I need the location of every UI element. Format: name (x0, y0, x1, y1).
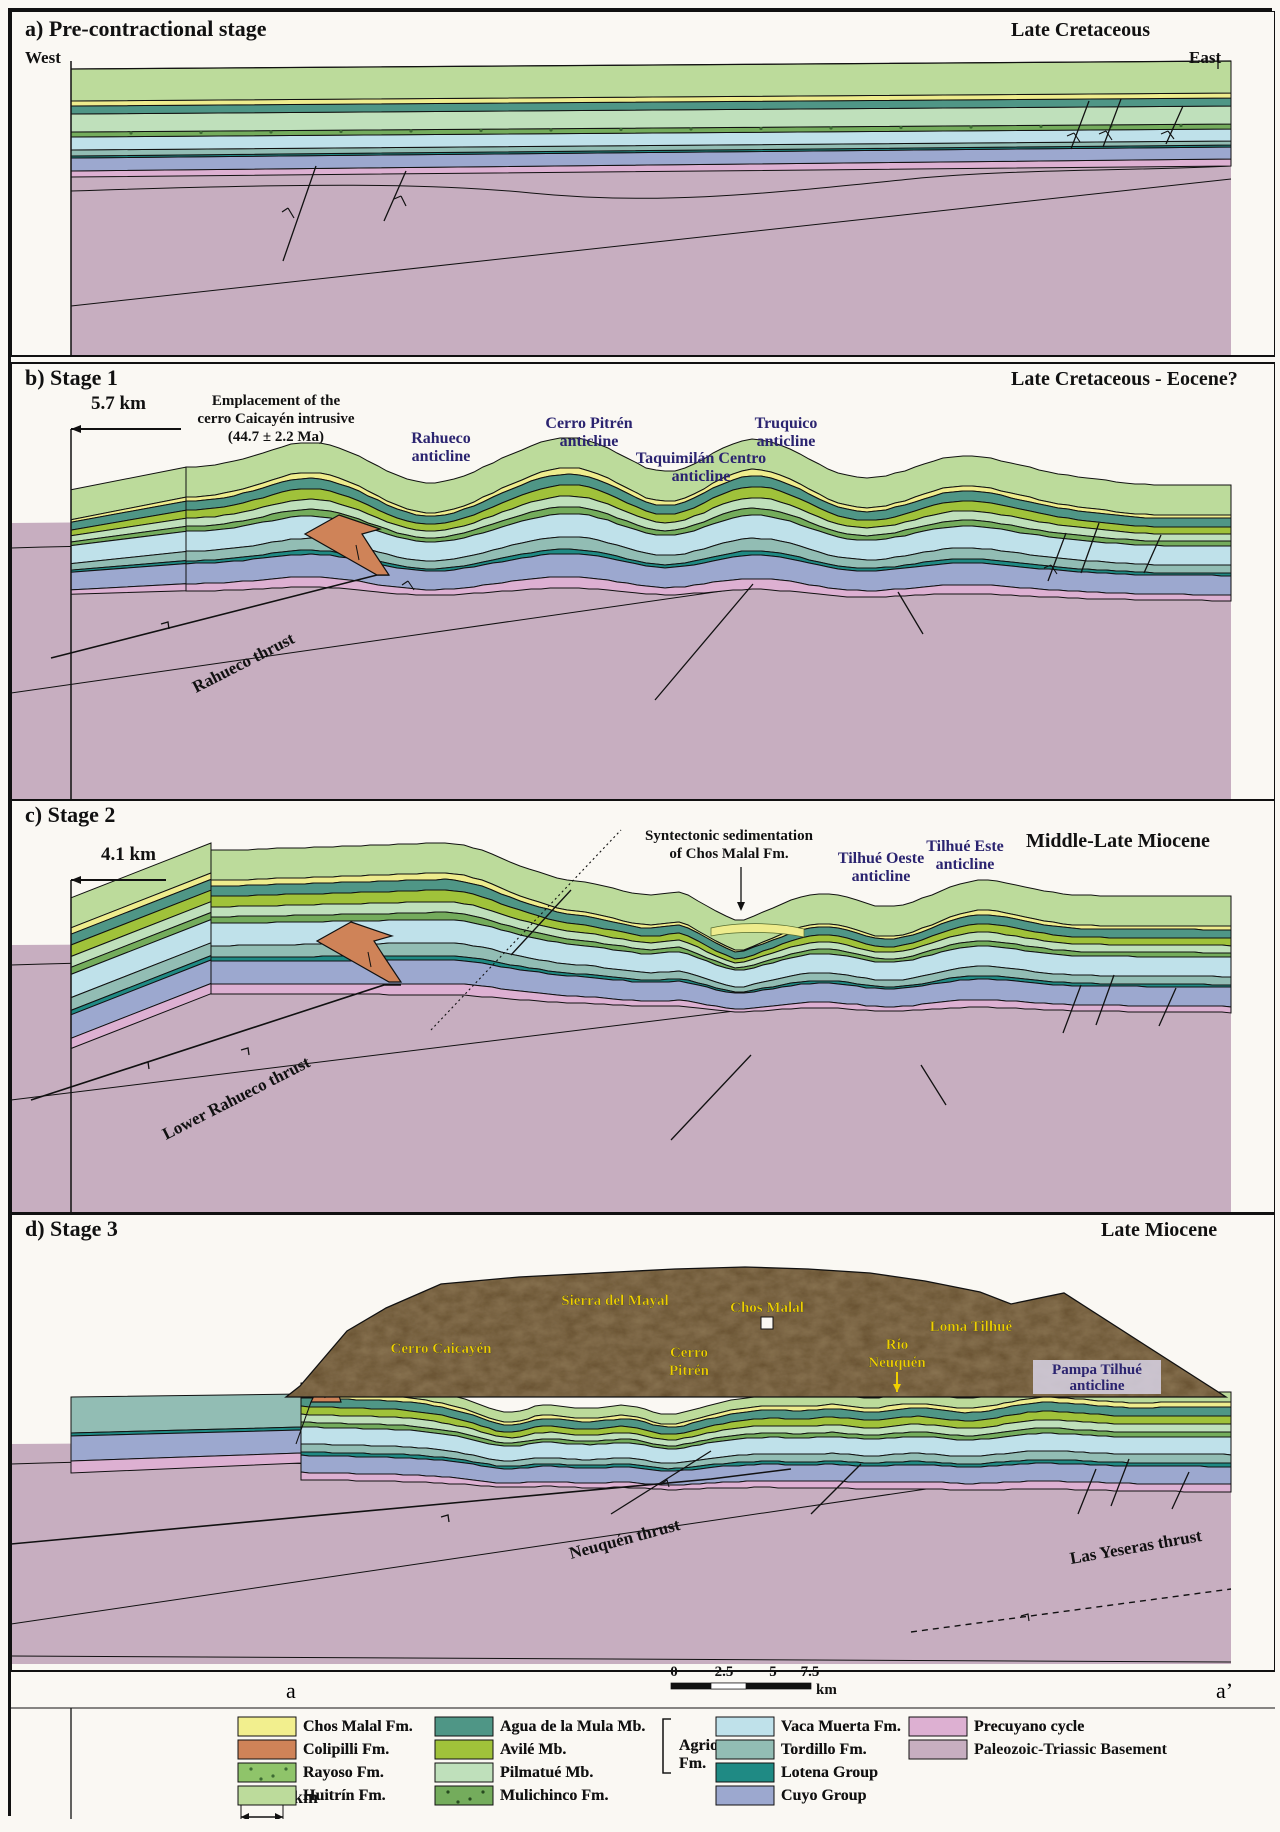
svg-text:Cerro: Cerro (670, 1345, 708, 1361)
svg-text:Taquimilán Centro: Taquimilán Centro (636, 450, 766, 467)
svg-text:Emplacement of the: Emplacement of the (212, 393, 341, 409)
svg-text:7.5: 7.5 (801, 1664, 820, 1680)
svg-text:Lotena Group: Lotena Group (781, 1764, 878, 1781)
svg-text:Neuquén: Neuquén (868, 1355, 926, 1371)
svg-text:Paleozoic-Triassic Basement: Paleozoic-Triassic Basement (974, 1741, 1168, 1758)
svg-text:d) Stage 3: d) Stage 3 (25, 1216, 118, 1241)
svg-text:Tilhué Oeste: Tilhué Oeste (838, 850, 924, 867)
svg-text:Río: Río (886, 1337, 909, 1353)
svg-text:5.7 km: 5.7 km (91, 393, 146, 414)
svg-text:Huitrín Fm.: Huitrín Fm. (303, 1787, 386, 1804)
svg-text:East: East (1189, 48, 1221, 67)
svg-text:Tilhué Este: Tilhué Este (926, 838, 1004, 855)
svg-text:Agrio: Agrio (679, 1737, 718, 1754)
svg-text:Loma Tilhué: Loma Tilhué (930, 1319, 1013, 1335)
svg-text:Pilmatué Mb.: Pilmatué Mb. (500, 1764, 593, 1781)
svg-text:of Chos Malal Fm.: of Chos Malal Fm. (669, 846, 788, 862)
svg-text:b) Stage 1: b) Stage 1 (25, 365, 118, 390)
svg-text:Cuyo Group: Cuyo Group (781, 1787, 867, 1804)
svg-text:Pampa Tilhué: Pampa Tilhué (1052, 1362, 1142, 1378)
svg-text:Agua de la Mula Mb.: Agua de la Mula Mb. (500, 1718, 645, 1735)
svg-text:4.1 km: 4.1 km (101, 844, 156, 865)
svg-text:West: West (25, 48, 61, 67)
svg-text:a: a (286, 1678, 296, 1703)
svg-text:c) Stage 2: c) Stage 2 (25, 802, 115, 827)
svg-text:Truquico: Truquico (755, 415, 818, 432)
svg-text:Chos Malal Fm.: Chos Malal Fm. (303, 1718, 413, 1735)
svg-text:Colipilli Fm.: Colipilli Fm. (303, 1741, 389, 1758)
svg-text:anticline: anticline (757, 433, 816, 450)
svg-text:Chos Malal: Chos Malal (730, 1300, 804, 1316)
svg-text:Cerro Pitrén: Cerro Pitrén (545, 415, 632, 432)
svg-text:0: 0 (670, 1664, 678, 1680)
svg-text:5: 5 (769, 1664, 777, 1680)
svg-text:a) Pre-contractional stage: a) Pre-contractional stage (25, 16, 267, 41)
svg-text:Vaca Muerta Fm.: Vaca Muerta Fm. (781, 1718, 901, 1735)
svg-text:Tordillo Fm.: Tordillo Fm. (781, 1741, 867, 1758)
svg-text:Mulichinco Fm.: Mulichinco Fm. (500, 1787, 608, 1804)
svg-text:a’: a’ (1216, 1678, 1233, 1703)
svg-text:Fm.: Fm. (679, 1755, 706, 1772)
svg-text:Late Cretaceous - Eocene?: Late Cretaceous - Eocene? (1011, 368, 1238, 390)
svg-text:Sierra del Mayal: Sierra del Mayal (561, 1293, 668, 1309)
svg-text:km: km (816, 1682, 837, 1698)
svg-text:cerro Caicayén intrusive: cerro Caicayén intrusive (197, 411, 355, 427)
svg-text:(44.7 ± 2.2 Ma): (44.7 ± 2.2 Ma) (228, 429, 324, 445)
svg-text:Middle-Late Miocene: Middle-Late Miocene (1026, 830, 1210, 852)
svg-text:Cerro Caicayén: Cerro Caicayén (391, 1341, 493, 1357)
svg-text:anticline: anticline (1070, 1378, 1125, 1394)
svg-text:anticline: anticline (936, 856, 995, 873)
svg-text:Syntectonic sedimentation: Syntectonic sedimentation (645, 828, 814, 844)
svg-text:2.5: 2.5 (715, 1664, 734, 1680)
svg-text:Avilé Mb.: Avilé Mb. (500, 1741, 566, 1758)
svg-text:anticline: anticline (672, 468, 731, 485)
svg-text:Late Cretaceous: Late Cretaceous (1011, 19, 1150, 41)
svg-text:Precuyano cycle: Precuyano cycle (974, 1718, 1084, 1735)
svg-text:Rahueco: Rahueco (411, 430, 471, 447)
svg-text:Late Miocene: Late Miocene (1101, 1219, 1217, 1241)
svg-text:anticline: anticline (560, 433, 619, 450)
svg-text:Rayoso Fm.: Rayoso Fm. (303, 1764, 384, 1781)
svg-text:anticline: anticline (852, 868, 911, 885)
svg-text:anticline: anticline (412, 448, 471, 465)
svg-text:Pitrén: Pitrén (669, 1363, 710, 1379)
